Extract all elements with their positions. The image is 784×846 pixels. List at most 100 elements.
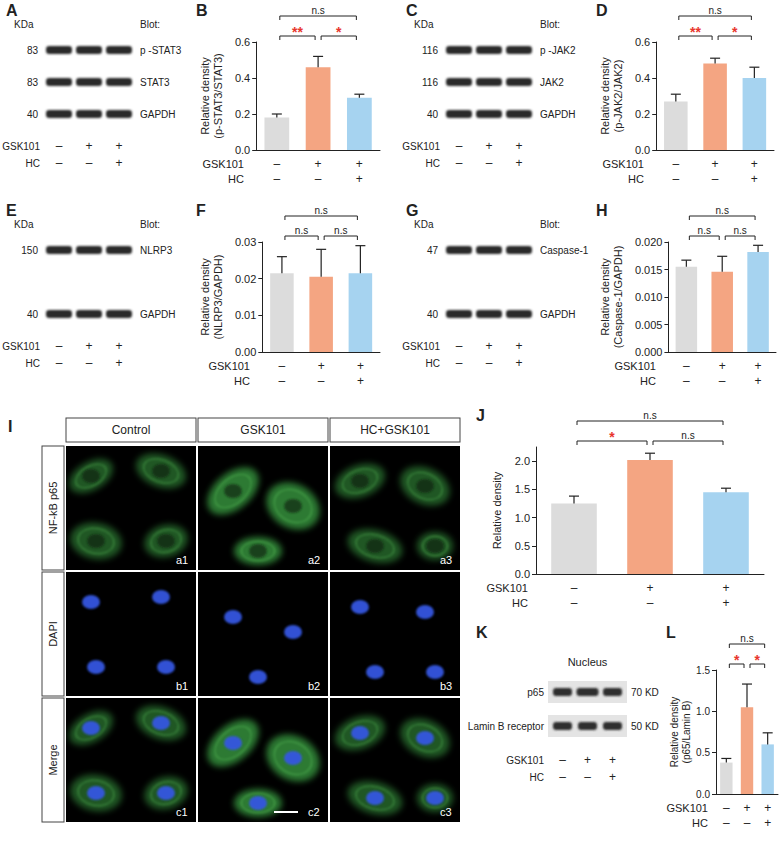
svg-text:KDa: KDa xyxy=(14,219,34,230)
svg-text:0.01: 0.01 xyxy=(235,309,256,321)
svg-text:C: C xyxy=(406,2,418,19)
svg-text:GAPDH: GAPDH xyxy=(540,109,576,120)
svg-text:+: + xyxy=(719,359,726,373)
svg-text:40: 40 xyxy=(427,309,439,320)
svg-text:2.0: 2.0 xyxy=(515,455,530,467)
svg-text:c3: c3 xyxy=(440,806,452,818)
svg-text:n.s: n.s xyxy=(295,225,308,236)
svg-text:Relative density: Relative density xyxy=(199,57,211,135)
svg-text:B: B xyxy=(196,2,208,19)
svg-text:0.6: 0.6 xyxy=(235,36,250,48)
svg-text:KDa: KDa xyxy=(414,219,434,230)
svg-text:+: + xyxy=(115,139,122,153)
svg-text:1.0: 1.0 xyxy=(696,706,710,717)
svg-text:*: * xyxy=(755,652,761,668)
svg-text:n.s: n.s xyxy=(740,633,753,644)
svg-text:n.s: n.s xyxy=(643,410,656,421)
svg-text:50 KD: 50 KD xyxy=(631,721,659,732)
svg-text:0.0: 0.0 xyxy=(635,144,650,156)
svg-text:*: * xyxy=(336,24,342,40)
svg-text:GSK101: GSK101 xyxy=(666,802,708,814)
svg-text:47: 47 xyxy=(427,245,439,256)
svg-text:–: – xyxy=(86,356,93,370)
svg-text:+: + xyxy=(85,339,92,353)
svg-text:–: – xyxy=(315,172,322,186)
svg-text:GSK101: GSK101 xyxy=(202,158,244,170)
svg-text:Control: Control xyxy=(112,423,151,437)
svg-text:DAPI: DAPI xyxy=(47,621,59,647)
svg-text:–: – xyxy=(273,157,280,171)
svg-text:n.s: n.s xyxy=(334,225,347,236)
svg-text:+: + xyxy=(743,801,750,815)
svg-text:*: * xyxy=(734,652,740,668)
svg-text:+: + xyxy=(722,596,729,610)
svg-text:70 KD: 70 KD xyxy=(631,687,659,698)
svg-text:JAK2: JAK2 xyxy=(540,77,564,88)
svg-text:HC: HC xyxy=(640,375,656,387)
svg-text:HC: HC xyxy=(530,772,544,783)
svg-text:–: – xyxy=(683,374,690,388)
svg-text:n.s: n.s xyxy=(698,225,711,236)
svg-text:+: + xyxy=(357,374,364,388)
svg-text:(NLRP3/GAPDH): (NLRP3/GAPDH) xyxy=(212,255,224,340)
svg-text:H: H xyxy=(596,202,608,219)
svg-text:+: + xyxy=(712,157,719,171)
svg-text:HC: HC xyxy=(628,173,644,185)
svg-text:0.020: 0.020 xyxy=(635,236,663,248)
svg-text:G: G xyxy=(406,202,418,219)
svg-text:p -JAK2: p -JAK2 xyxy=(540,45,576,56)
svg-text:Blot:: Blot: xyxy=(540,219,560,230)
svg-text:+: + xyxy=(646,581,653,595)
svg-text:0.000: 0.000 xyxy=(635,346,663,358)
svg-text:–: – xyxy=(486,356,493,370)
svg-text:HC: HC xyxy=(426,158,440,169)
svg-text:–: – xyxy=(559,753,566,767)
svg-text:0.0: 0.0 xyxy=(235,144,250,156)
svg-text:HC+GSK101: HC+GSK101 xyxy=(360,423,430,437)
svg-text:–: – xyxy=(456,339,463,353)
svg-text:F: F xyxy=(196,202,206,219)
svg-text:n.s: n.s xyxy=(311,5,324,16)
svg-text:–: – xyxy=(723,816,730,830)
svg-text:+: + xyxy=(115,339,122,353)
svg-text:–: – xyxy=(456,356,463,370)
svg-text:–: – xyxy=(719,374,726,388)
svg-text:HC: HC xyxy=(26,358,40,369)
svg-text:+: + xyxy=(85,139,92,153)
svg-text:83: 83 xyxy=(27,45,39,56)
svg-text:Relative density: Relative density xyxy=(599,57,611,135)
svg-text:–: – xyxy=(712,172,719,186)
svg-text:a1: a1 xyxy=(176,554,188,566)
svg-text:(p-STAT3/STAT3): (p-STAT3/STAT3) xyxy=(212,53,224,138)
svg-text:+: + xyxy=(515,339,522,353)
svg-text:GAPDH: GAPDH xyxy=(140,109,176,120)
svg-text:J: J xyxy=(476,407,485,424)
svg-text:+: + xyxy=(357,359,364,373)
svg-text:p65: p65 xyxy=(527,687,544,698)
svg-text:–: – xyxy=(672,172,679,186)
svg-text:GSK101: GSK101 xyxy=(402,141,440,152)
svg-text:–: – xyxy=(672,157,679,171)
svg-text:+: + xyxy=(515,139,522,153)
svg-text:a3: a3 xyxy=(440,554,452,566)
svg-text:–: – xyxy=(571,581,578,595)
svg-text:0.02: 0.02 xyxy=(235,273,256,285)
svg-text:GSK101: GSK101 xyxy=(614,360,656,372)
svg-text:40: 40 xyxy=(27,309,39,320)
svg-text:+: + xyxy=(722,581,729,595)
svg-text:+: + xyxy=(485,139,492,153)
svg-text:+: + xyxy=(515,156,522,170)
svg-text:–: – xyxy=(456,139,463,153)
svg-text:GSK101: GSK101 xyxy=(602,158,644,170)
svg-text:+: + xyxy=(584,753,591,767)
svg-text:Relative density: Relative density xyxy=(199,258,211,336)
svg-text:0.005: 0.005 xyxy=(635,319,663,331)
svg-text:0.0: 0.0 xyxy=(696,789,710,800)
svg-text:NF-kB p65: NF-kB p65 xyxy=(47,482,59,535)
svg-text:n.s: n.s xyxy=(733,225,746,236)
svg-text:GSK101: GSK101 xyxy=(402,341,440,352)
svg-text:D: D xyxy=(596,2,608,19)
svg-text:0.5: 0.5 xyxy=(515,540,530,552)
svg-text:0.03: 0.03 xyxy=(235,236,256,248)
svg-text:+: + xyxy=(315,157,322,171)
